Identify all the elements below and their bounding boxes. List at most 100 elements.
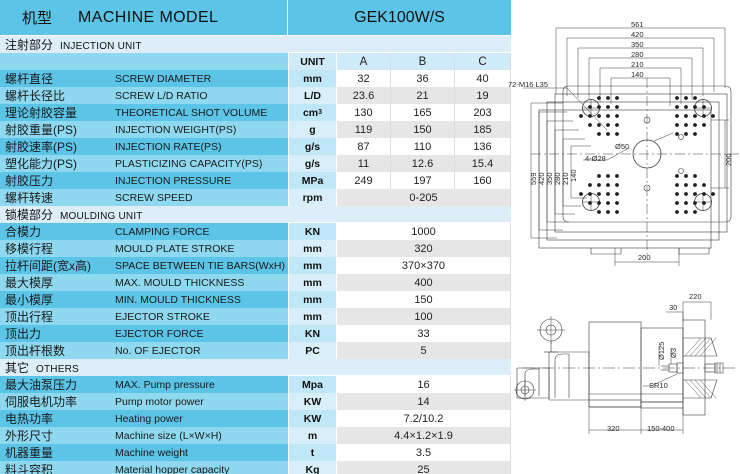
row-unit: g/s bbox=[288, 138, 337, 155]
table-row: 最大油泵压力 MAX. Pump pressure Mpa 16 bbox=[0, 376, 511, 393]
sideview-nozzle-radius: SR10 bbox=[649, 381, 668, 390]
row-value-b: 36 bbox=[391, 70, 455, 87]
specification-table: 机型 MACHINE MODEL GEK100W/S 注射部分 INJECTION… bbox=[0, 0, 511, 474]
row-label-cn: 顶出杆根数 bbox=[0, 342, 115, 359]
row-unit: mm bbox=[288, 274, 337, 291]
table-row: 外形尺寸 Machine size (L×W×H) m 4.4×1.2×1.9 bbox=[0, 427, 511, 444]
platen-corner-holes-label: 4-Ø28 bbox=[585, 154, 606, 163]
row-value-all: 5 bbox=[337, 342, 511, 359]
row-unit: t bbox=[288, 444, 337, 461]
row-unit: Kg bbox=[288, 461, 337, 474]
row-value-all: 16 bbox=[337, 376, 511, 393]
table-row: 螺杆直径 SCREW DIAMETER mm 32 36 40 bbox=[0, 70, 511, 87]
row-value-a: 87 bbox=[337, 138, 391, 155]
section-title-cn: 注射部分 bbox=[5, 37, 54, 52]
row-unit: cm 3 bbox=[288, 104, 337, 121]
section-header-1: 注射部分 INJECTION UNIT bbox=[0, 35, 511, 53]
platen-center-hole-label: Ø50 bbox=[615, 142, 630, 151]
row-value-b: 12.6 bbox=[391, 155, 455, 172]
column-header-row: UNIT A B C bbox=[0, 53, 511, 70]
row-value-all: 25 bbox=[337, 461, 511, 474]
table-row: 射胶重量(PS) INJECTION WEIGHT(PS) g 119 150 185 bbox=[0, 121, 511, 138]
row-unit: mm bbox=[288, 70, 337, 87]
section-title-en: MOULDING UNIT bbox=[60, 210, 143, 222]
table-row: 料斗容积 Material hopper capacity Kg 25 bbox=[0, 461, 511, 474]
section-header-3: 其它 OTHERS bbox=[0, 358, 511, 376]
row-value-all: 14 bbox=[337, 393, 511, 410]
row-label-cn: 顶出力 bbox=[0, 325, 115, 342]
row-label-en: CLAMPING FORCE bbox=[115, 223, 288, 240]
row-label-en: MAX. MOULD THICKNESS bbox=[115, 274, 288, 291]
row-value-all: 4.4×1.2×1.9 bbox=[337, 427, 511, 444]
table-row: 射胶速率(PS) INJECTION RATE(PS) g/s 87 110 136 bbox=[0, 138, 511, 155]
row-label-cn: 合模力 bbox=[0, 223, 115, 240]
section-title: 注射部分 INJECTION UNIT bbox=[0, 35, 288, 53]
row-value-c: 160 bbox=[455, 172, 511, 189]
row-label-en: SCREW L/D RATIO bbox=[115, 87, 288, 104]
row-label-en: EJECTOR STROKE bbox=[115, 308, 288, 325]
col-header-c: C bbox=[455, 53, 511, 70]
table-row: 塑化能力(PS) PLASTICIZING CAPACITY(PS) g/s 11 12… bbox=[0, 155, 511, 172]
row-label-cn: 理论射胶容量 bbox=[0, 104, 115, 121]
row-value-a: 130 bbox=[337, 104, 391, 121]
row-label-en: INJECTION WEIGHT(PS) bbox=[115, 121, 288, 138]
row-label-en: No. OF EJECTOR bbox=[115, 342, 288, 359]
section-header-2: 锁模部分 MOULDING UNIT bbox=[0, 205, 511, 223]
row-unit: mm bbox=[288, 240, 337, 257]
sideview-base-dim: 320 bbox=[607, 424, 620, 433]
sideview-dim-30: 30 bbox=[669, 303, 678, 312]
section-title-cn: 锁模部分 bbox=[5, 207, 54, 222]
row-value-all: 7.2/10.2 bbox=[337, 410, 511, 427]
row-unit: PC bbox=[288, 342, 337, 359]
row-value-all: 0-205 bbox=[337, 189, 511, 206]
row-value-c: 19 bbox=[455, 87, 511, 104]
sideview-bore-dim: Ø125 bbox=[657, 341, 666, 360]
row-label-en: Heating power bbox=[115, 410, 288, 427]
row-label-en: SPACE BETWEEN TIE BARS(WxH) bbox=[115, 257, 288, 274]
row-label-cn: 最大模厚 bbox=[0, 274, 115, 291]
row-label-cn: 螺杆直径 bbox=[0, 70, 115, 87]
row-value-all: 1000 bbox=[337, 223, 511, 240]
row-value-all: 370×370 bbox=[337, 257, 511, 274]
table-row: 顶出力 EJECTOR FORCE KN 33 bbox=[0, 325, 511, 342]
header-machine-model: 机型 MACHINE MODEL bbox=[0, 0, 288, 35]
platen-dim-280-top: 280 bbox=[631, 50, 644, 59]
row-label-cn: 塑化能力(PS) bbox=[0, 155, 115, 172]
row-label-cn: 料斗容积 bbox=[0, 461, 115, 474]
col-header-blank-cn bbox=[0, 53, 115, 70]
row-value-a: 11 bbox=[337, 155, 391, 172]
table-row: 射胶压力 INJECTION PRESSURE MPa 249 197 160 bbox=[0, 172, 511, 189]
table-row: 螺杆长径比 SCREW L/D RATIO L/D 23.6 21 19 bbox=[0, 87, 511, 104]
row-label-en: INJECTION PRESSURE bbox=[115, 172, 288, 189]
sideview-nozzle-dim: Ø3 bbox=[669, 347, 678, 358]
section-title-en: OTHERS bbox=[36, 363, 79, 375]
row-unit: mm bbox=[288, 257, 337, 274]
row-value-all: 400 bbox=[337, 274, 511, 291]
row-label-en: MOULD PLATE STROKE bbox=[115, 240, 288, 257]
row-label-cn: 外形尺寸 bbox=[0, 427, 115, 444]
row-label-cn: 电热功率 bbox=[0, 410, 115, 427]
table-row: 移模行程 MOULD PLATE STROKE mm 320 bbox=[0, 240, 511, 257]
row-value-all: 33 bbox=[337, 325, 511, 342]
row-value-all: 3.5 bbox=[337, 444, 511, 461]
row-unit: m bbox=[288, 427, 337, 444]
technical-drawings: 561 420 350 280 210 140 559 420 350 280 … bbox=[508, 0, 740, 474]
row-label-cn: 机器重量 bbox=[0, 444, 115, 461]
row-label-en: EJECTOR FORCE bbox=[115, 325, 288, 342]
row-value-a: 119 bbox=[337, 121, 391, 138]
row-unit: KN bbox=[288, 325, 337, 342]
table-row: 最小模厚 MIN. MOULD THICKNESS mm 150 bbox=[0, 291, 511, 308]
row-unit: rpm bbox=[288, 189, 337, 206]
col-header-b: B bbox=[391, 53, 455, 70]
sideview-dim-220: 220 bbox=[689, 292, 702, 301]
row-label-en: SCREW DIAMETER bbox=[115, 70, 288, 87]
row-unit: KW bbox=[288, 410, 337, 427]
row-label-en: INJECTION RATE(PS) bbox=[115, 138, 288, 155]
row-value-c: 136 bbox=[455, 138, 511, 155]
table-row: 伺服电机功率 Pump motor power KW 14 bbox=[0, 393, 511, 410]
row-value-a: 23.6 bbox=[337, 87, 391, 104]
col-header-blank-en bbox=[115, 53, 288, 70]
row-label-cn: 射胶重量(PS) bbox=[0, 121, 115, 138]
sideview-mould-range-dim: 150-400 bbox=[647, 424, 675, 433]
